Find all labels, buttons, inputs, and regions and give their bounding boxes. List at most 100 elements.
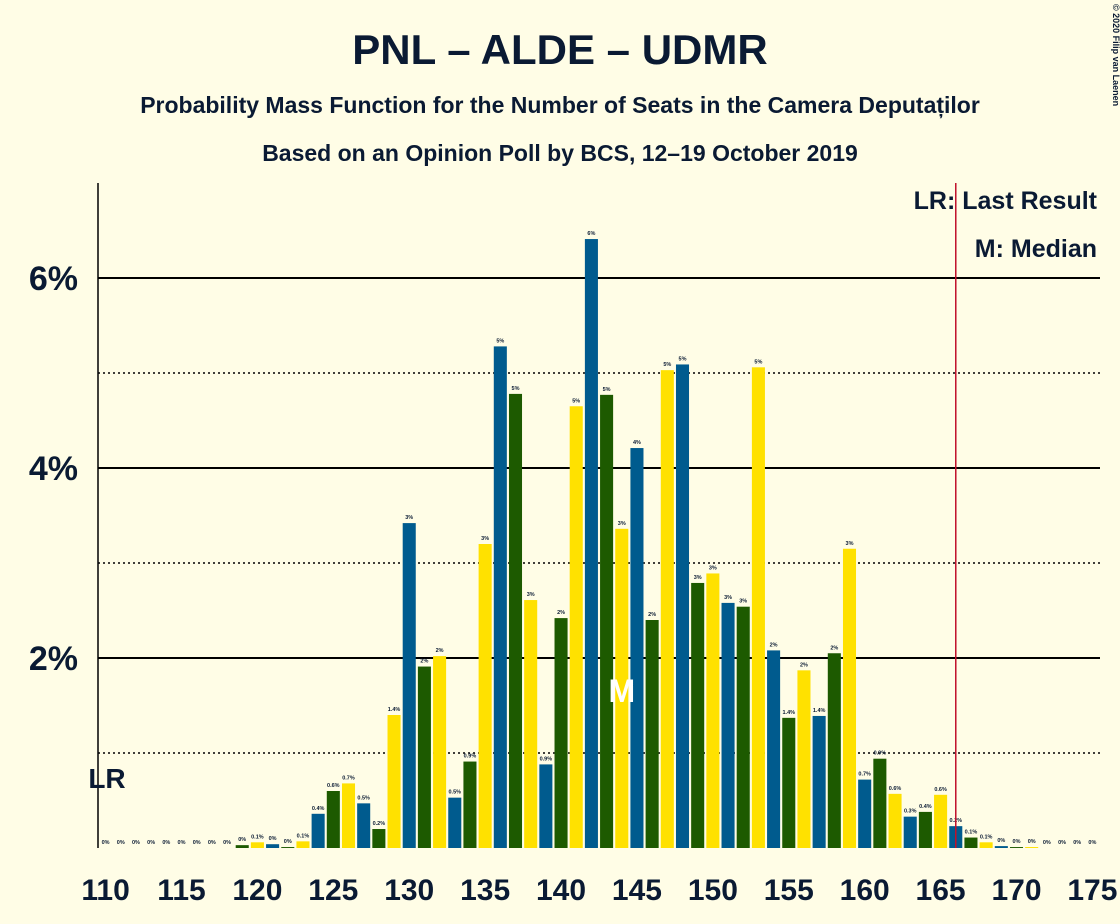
bar [691, 582, 705, 848]
chart-subtitle: Probability Mass Function for the Number… [140, 92, 980, 119]
value-label: 0% [1058, 840, 1066, 846]
value-label: 5% [603, 387, 611, 393]
bar [858, 779, 872, 848]
bar [903, 816, 917, 848]
bar [675, 364, 690, 848]
value-label: 2% [648, 612, 656, 618]
x-tick-label: 175 [1067, 874, 1117, 907]
value-label: 5% [512, 386, 520, 392]
value-label: 0% [1073, 840, 1081, 846]
value-label: 2% [770, 642, 778, 648]
bar [554, 618, 568, 848]
bar [478, 544, 492, 848]
value-label: 3% [618, 521, 626, 527]
value-label: 3% [481, 536, 489, 542]
value-label: 0.6% [327, 783, 340, 789]
bar [812, 715, 826, 848]
value-label: 0.1% [965, 830, 978, 836]
value-label: 0.7% [858, 772, 871, 778]
bar [524, 600, 538, 848]
bar [797, 670, 811, 848]
x-tick-label: 120 [232, 874, 282, 907]
value-label: 0.9% [540, 756, 553, 762]
bar [736, 606, 750, 848]
value-label: 1.4% [813, 708, 826, 714]
bar [660, 370, 674, 848]
value-label: 0% [147, 840, 155, 846]
chart-title: PNL – ALDE – UDMR [352, 26, 767, 73]
value-label: 5% [679, 356, 687, 362]
bar [600, 394, 614, 848]
value-label: 1.4% [782, 710, 795, 716]
value-label: 0% [1043, 840, 1051, 846]
value-label: 0.4% [312, 806, 325, 812]
bar [645, 620, 659, 848]
value-label: 1.4% [388, 707, 401, 713]
bar [827, 653, 841, 848]
median-label: M [608, 673, 635, 709]
bar [842, 548, 857, 848]
bar [311, 813, 325, 848]
value-label: 3% [739, 599, 747, 605]
value-label: 0% [1088, 840, 1096, 846]
bar [281, 847, 295, 848]
bar [934, 794, 948, 848]
value-label: 3% [709, 565, 717, 571]
bar [1009, 847, 1024, 848]
bar [266, 844, 280, 848]
y-tick-label: 4% [29, 450, 78, 488]
bar [402, 523, 416, 848]
last-result-label: LR [88, 763, 125, 794]
chart-subtitle: Based on an Opinion Poll by BCS, 12–19 O… [262, 140, 858, 166]
x-tick-label: 130 [384, 874, 434, 907]
bar [751, 367, 765, 848]
value-label: 0.4% [919, 804, 932, 810]
bar [584, 239, 598, 849]
value-label: 5% [754, 359, 762, 365]
bar [250, 842, 264, 848]
x-tick-label: 115 [157, 874, 205, 907]
bar [463, 761, 477, 848]
x-tick-label: 150 [688, 874, 738, 907]
value-label: 4% [633, 440, 641, 446]
value-label: 0% [223, 840, 231, 846]
bar [539, 764, 553, 848]
value-label: 0% [269, 836, 277, 842]
value-label: 0.7% [342, 775, 355, 781]
value-label: 0.9% [874, 751, 887, 757]
value-label: 0% [132, 840, 140, 846]
x-tick-label: 165 [916, 874, 966, 907]
value-label: 0.6% [889, 786, 902, 792]
bar [341, 783, 356, 848]
value-label: 0% [117, 840, 125, 846]
copyright: © 2020 Filip van Laenen [1111, 4, 1120, 106]
value-label: 5% [496, 338, 504, 344]
legend-entry: LR: Last Result [914, 187, 1098, 215]
bar [964, 837, 978, 848]
bar [357, 803, 371, 848]
value-label: 0.1% [251, 834, 264, 840]
bar [569, 406, 583, 848]
bar [493, 346, 507, 848]
value-label: 0% [193, 840, 201, 846]
value-label: 0% [997, 838, 1005, 844]
bar [326, 791, 340, 848]
value-label: 3% [694, 575, 702, 581]
value-label: 3% [846, 541, 854, 547]
bar [630, 448, 644, 848]
value-label: 2% [557, 610, 565, 616]
x-tick-label: 135 [460, 874, 510, 907]
x-tick-label: 140 [536, 874, 586, 907]
value-label: 0% [178, 840, 186, 846]
bar [979, 842, 993, 848]
value-label: 3% [724, 595, 732, 601]
bar [372, 829, 386, 848]
value-label: 0.6% [934, 787, 947, 793]
value-label: 2% [420, 659, 428, 665]
x-tick-label: 145 [612, 874, 662, 907]
value-label: 0% [284, 839, 292, 845]
value-label: 2% [830, 645, 838, 651]
value-label: 2% [436, 648, 444, 654]
bar [888, 793, 902, 848]
